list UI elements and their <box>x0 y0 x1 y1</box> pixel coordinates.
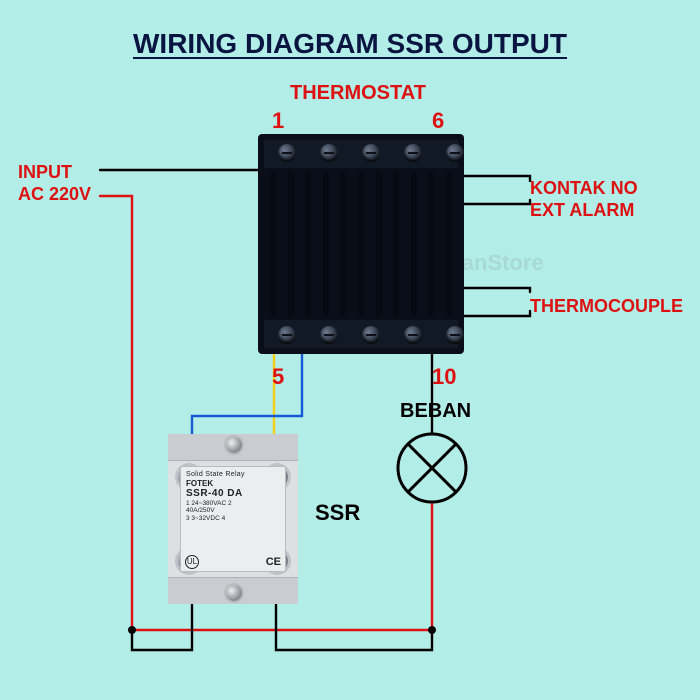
label-beban: BEBAN <box>400 400 471 423</box>
label-pin1: 1 <box>272 108 284 134</box>
lamp-symbol <box>398 434 466 502</box>
label-thermostat: THERMOSTAT <box>290 82 426 105</box>
label-input_ac_l1: INPUT <box>18 162 72 183</box>
label-pin6: 6 <box>432 108 444 134</box>
label-thermocouple: THERMOCOUPLE <box>530 296 683 317</box>
label-pin10: 10 <box>432 364 456 390</box>
beban-symbol <box>0 0 700 700</box>
label-kontak_no: KONTAK NO <box>530 178 638 199</box>
label-pin5: 5 <box>272 364 284 390</box>
label-ssr: SSR <box>315 500 360 526</box>
label-ext_alarm: EXT ALARM <box>530 200 634 221</box>
label-input_ac_l2: AC 220V <box>18 184 91 205</box>
